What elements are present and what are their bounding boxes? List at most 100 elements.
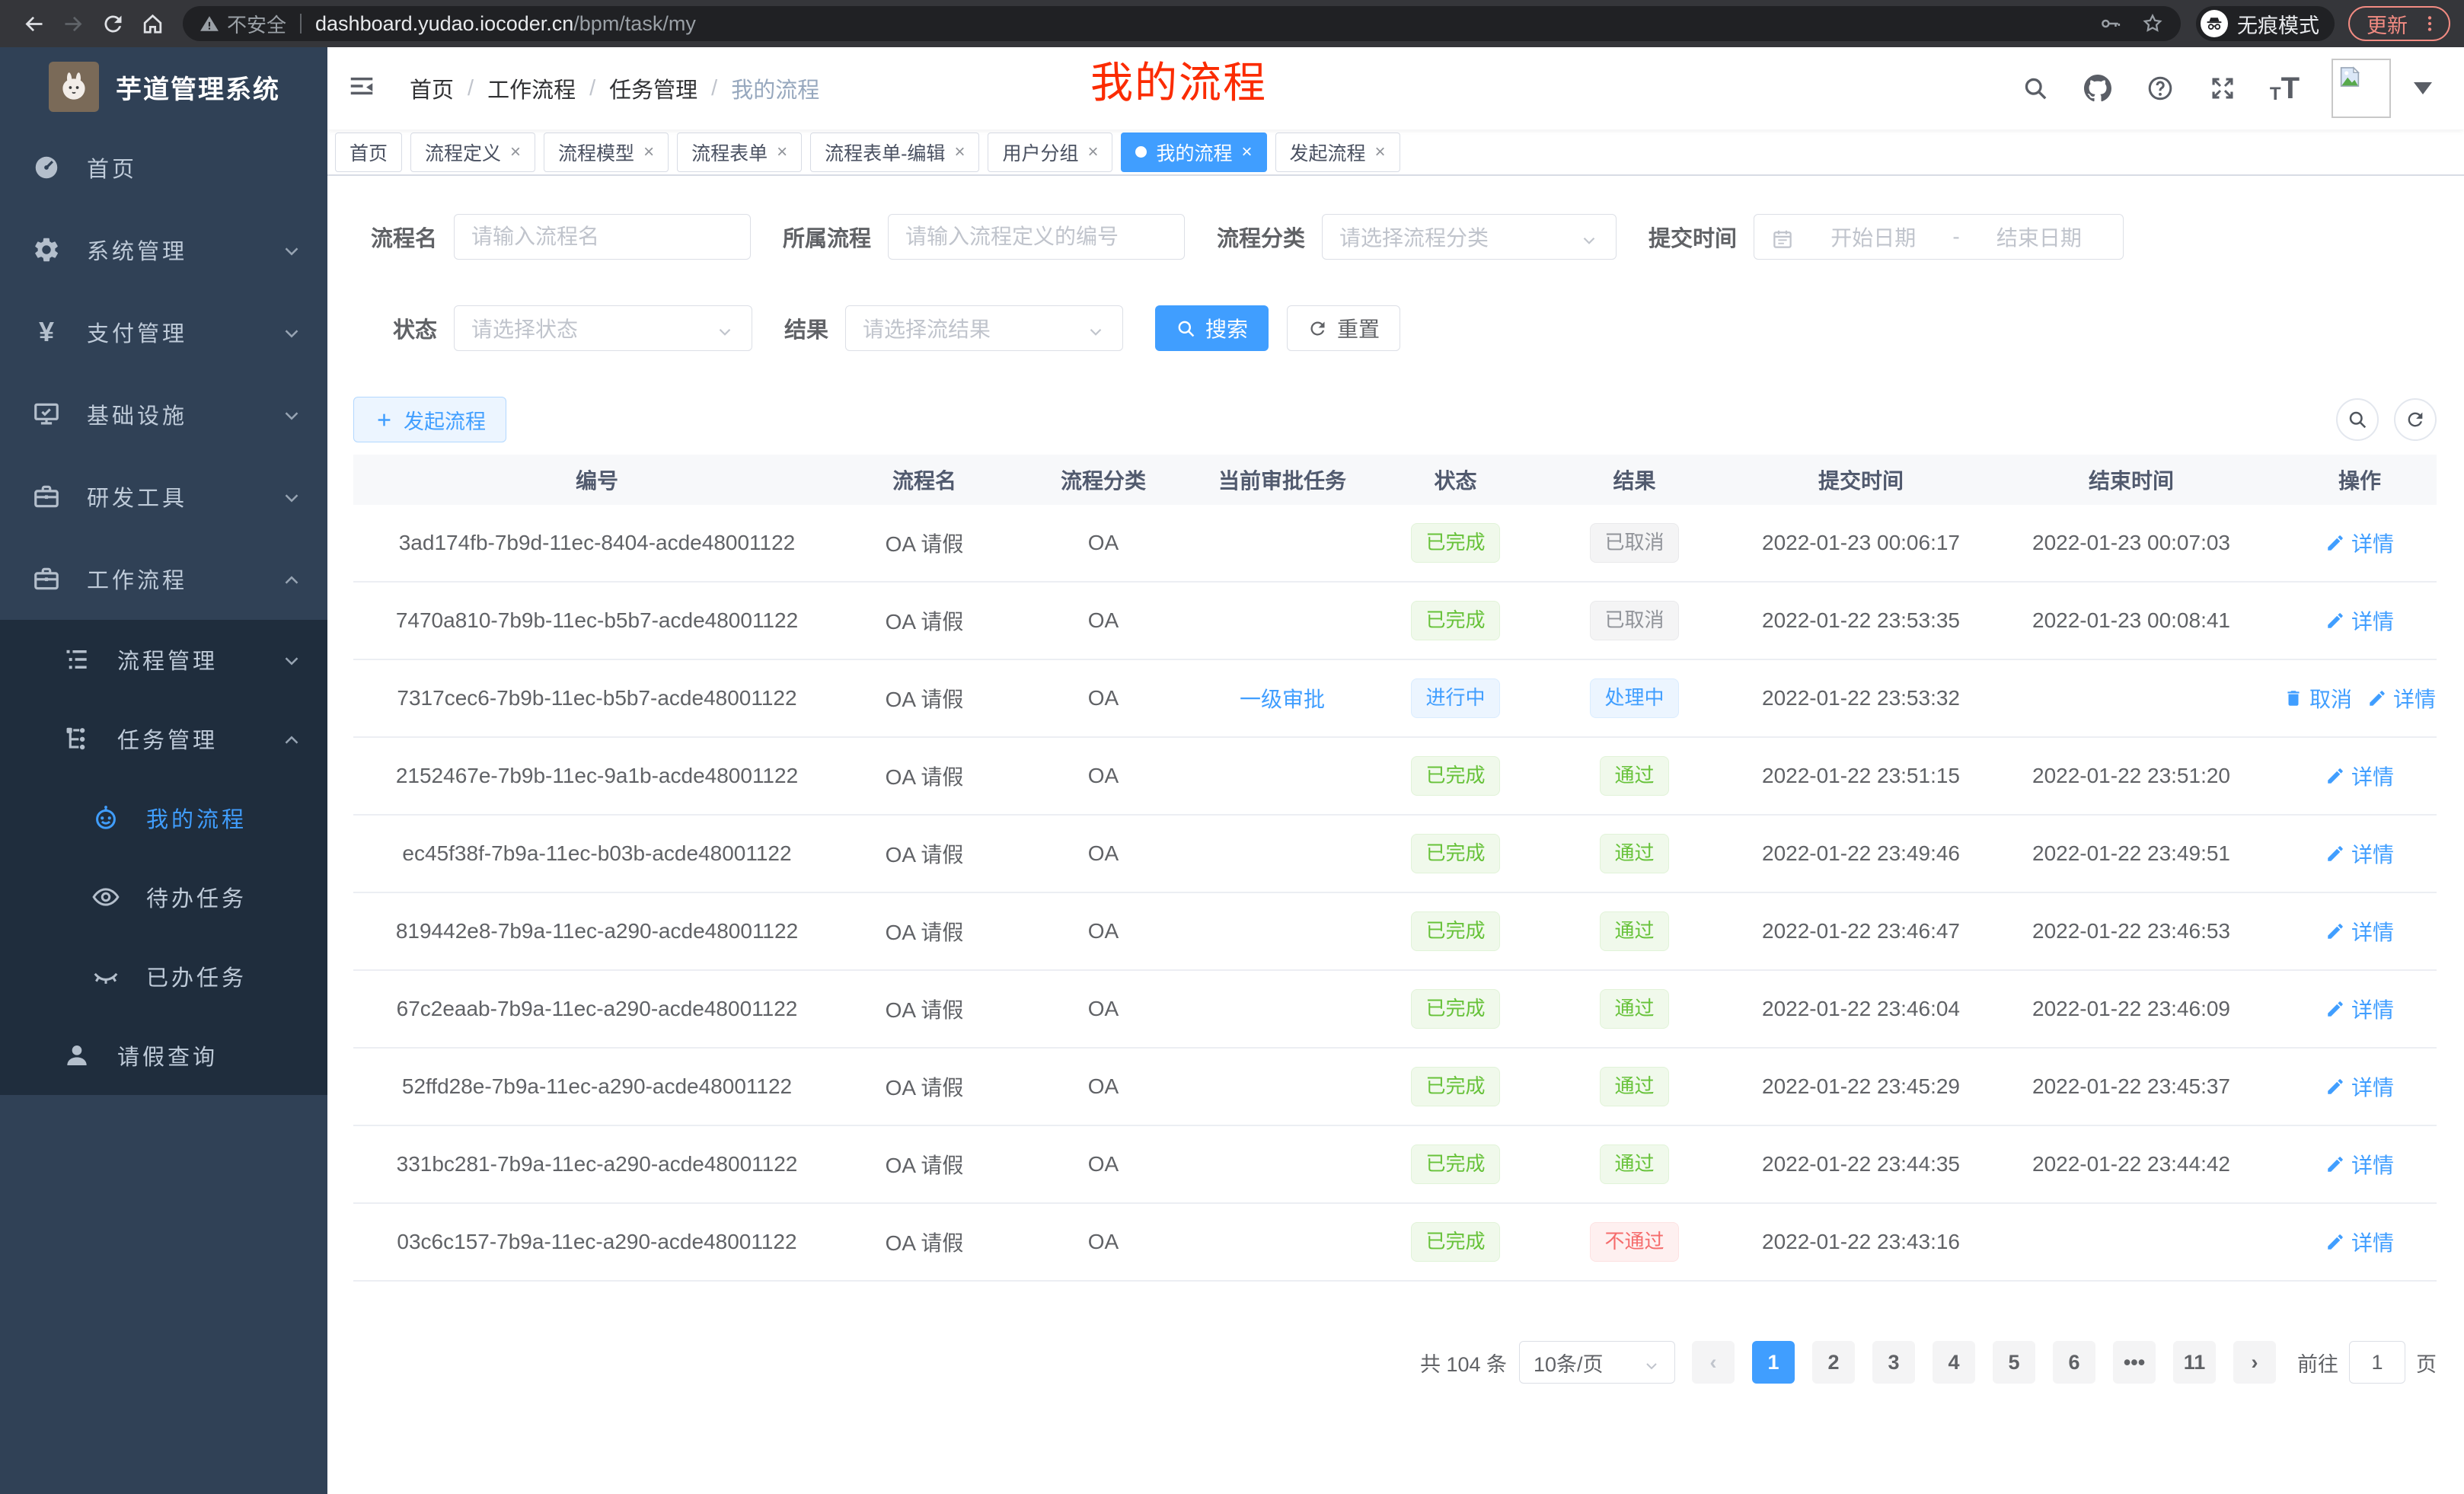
sidebar-item-infrastructure[interactable]: 基础设施 xyxy=(0,373,327,455)
breadcrumb-workflow[interactable]: 工作流程 xyxy=(487,78,576,103)
avatar[interactable] xyxy=(2332,59,2391,118)
filter-row-1: 流程名 所属流程 流程分类 请选择流程分类 提交时间 开始日期 - 结束日期 xyxy=(353,214,2437,260)
reset-button[interactable]: 重置 xyxy=(1287,305,1401,351)
refresh-table-button[interactable] xyxy=(2394,398,2437,441)
bookmark-star-icon[interactable] xyxy=(2141,12,2164,35)
cell-category: OA xyxy=(1087,686,1119,710)
close-icon[interactable]: × xyxy=(510,141,522,162)
start-date-placeholder[interactable]: 开始日期 xyxy=(1830,226,1917,250)
browser-menu-dots-icon[interactable] xyxy=(2420,14,2440,34)
goto-page-input[interactable] xyxy=(2349,1341,2405,1384)
sidebar-item-dev-tools[interactable]: 研发工具 xyxy=(0,455,327,538)
chevron-down-icon xyxy=(280,321,303,343)
sidebar-item-todo-tasks[interactable]: 待办任务 xyxy=(0,857,327,937)
sidebar-item-my-process[interactable]: 我的流程 xyxy=(0,778,327,857)
detail-link[interactable]: 详情 xyxy=(2325,1149,2394,1180)
sidebar-item-leave-query[interactable]: 请假查询 xyxy=(0,1016,327,1095)
process-definition-input[interactable] xyxy=(888,214,1186,260)
tab-my-process[interactable]: 我的流程 × xyxy=(1121,132,1267,172)
not-secure-indicator[interactable]: 不安全 xyxy=(199,10,286,38)
password-key-icon[interactable] xyxy=(2099,12,2121,35)
tab-process-form[interactable]: 流程表单 × xyxy=(677,132,803,172)
search-icon[interactable] xyxy=(2020,73,2051,104)
page-button-1[interactable]: 1 xyxy=(1752,1341,1795,1384)
sidebar-item-payment[interactable]: ¥ 支付管理 xyxy=(0,291,327,373)
browser-forward-button[interactable] xyxy=(53,4,93,43)
page-button-5[interactable]: 5 xyxy=(1993,1341,2035,1384)
fullscreen-icon[interactable] xyxy=(2207,73,2238,104)
detail-link[interactable]: 详情 xyxy=(2367,683,2436,713)
tab-start-process[interactable]: 发起流程 × xyxy=(1275,132,1400,172)
submit-time-range-picker[interactable]: 开始日期 - 结束日期 xyxy=(1754,214,2124,260)
search-button[interactable]: 搜索 xyxy=(1155,305,1269,351)
page-size-select[interactable]: 10条/页 xyxy=(1519,1341,1675,1384)
detail-link[interactable]: 详情 xyxy=(2325,994,2394,1024)
create-process-button[interactable]: 发起流程 xyxy=(353,397,506,442)
process-definition-label: 所属流程 xyxy=(783,227,872,251)
result-select[interactable]: 请选择流结果 xyxy=(845,305,1124,351)
browser-update-button[interactable]: 更新 xyxy=(2348,6,2450,41)
detail-link[interactable]: 详情 xyxy=(2325,528,2394,558)
monitor-icon xyxy=(32,400,61,429)
github-icon[interactable] xyxy=(2083,73,2113,104)
detail-link[interactable]: 详情 xyxy=(2325,605,2394,636)
current-task-link[interactable]: 一级审批 xyxy=(1239,688,1325,711)
page-button-4[interactable]: 4 xyxy=(1933,1341,1975,1384)
show-search-toggle-button[interactable] xyxy=(2336,398,2379,441)
result-badge: 通过 xyxy=(1600,911,1669,951)
sidebar-fold-icon[interactable] xyxy=(347,72,381,105)
close-icon[interactable]: × xyxy=(643,141,655,162)
detail-link[interactable]: 详情 xyxy=(2325,916,2394,947)
page-button-6[interactable]: 6 xyxy=(2053,1341,2095,1384)
detail-link[interactable]: 详情 xyxy=(2325,761,2394,791)
tab-process-form-edit[interactable]: 流程表单-编辑 × xyxy=(810,132,980,172)
tab-process-definition[interactable]: 流程定义 × xyxy=(410,132,536,172)
breadcrumb-home[interactable]: 首页 xyxy=(410,78,455,103)
tab-user-group[interactable]: 用户分组 × xyxy=(988,132,1113,172)
status-badge: 已完成 xyxy=(1411,1222,1500,1262)
close-icon[interactable]: × xyxy=(777,141,788,162)
sidebar-item-done-tasks[interactable]: 已办任务 xyxy=(0,937,327,1016)
sidebar-item-process-management[interactable]: 流程管理 xyxy=(0,620,327,699)
end-date-placeholder[interactable]: 结束日期 xyxy=(1996,226,2082,250)
detail-link[interactable]: 详情 xyxy=(2325,838,2394,869)
breadcrumb-task-management[interactable]: 任务管理 xyxy=(609,78,698,103)
page-button-3[interactable]: 3 xyxy=(1872,1341,1915,1384)
tab-home[interactable]: 首页 xyxy=(335,132,403,172)
page-ellipsis-button[interactable]: ••• xyxy=(2113,1341,2156,1384)
detail-link[interactable]: 详情 xyxy=(2325,1227,2394,1257)
page-button-11[interactable]: 11 xyxy=(2173,1341,2216,1384)
close-icon[interactable]: × xyxy=(954,141,965,162)
cell-name: OA 请假 xyxy=(885,532,964,556)
tab-process-model[interactable]: 流程模型 × xyxy=(544,132,669,172)
browser-reload-button[interactable] xyxy=(93,4,132,43)
help-icon[interactable] xyxy=(2145,73,2175,104)
process-name-input[interactable] xyxy=(454,214,751,260)
prev-page-button[interactable]: ‹ xyxy=(1692,1341,1735,1384)
sidebar-item-task-management[interactable]: 任务管理 xyxy=(0,699,327,778)
cancel-link[interactable]: 取消 xyxy=(2284,683,2352,713)
browser-back-button[interactable] xyxy=(14,4,53,43)
detail-link[interactable]: 详情 xyxy=(2325,1071,2394,1102)
next-page-button[interactable]: › xyxy=(2233,1341,2276,1384)
sidebar-item-system[interactable]: 系统管理 xyxy=(0,209,327,291)
close-icon[interactable]: × xyxy=(1241,141,1253,162)
process-category-select[interactable]: 请选择流程分类 xyxy=(1322,214,1617,260)
breadcrumb-current: 我的流程 xyxy=(731,78,820,103)
cell-category: OA xyxy=(1087,1230,1119,1253)
status-select[interactable]: 请选择状态 xyxy=(454,305,752,351)
edit-icon xyxy=(2367,688,2387,708)
address-bar[interactable]: 不安全 dashboard.yudao.iocoder.cn/bpm/task/… xyxy=(183,6,2181,41)
result-badge: 已取消 xyxy=(1590,523,1679,563)
close-icon[interactable]: × xyxy=(1374,141,1386,162)
cell-id: 331bc281-7b9a-11ec-a290-acde48001122 xyxy=(396,1152,798,1176)
page-unit-label: 页 xyxy=(2416,1352,2437,1376)
breadcrumb: 首页 / 工作流程 / 任务管理 / 我的流程 xyxy=(410,72,819,104)
page-button-2[interactable]: 2 xyxy=(1812,1341,1855,1384)
sidebar-item-workflow[interactable]: 工作流程 xyxy=(0,538,327,620)
avatar-caret-down-icon[interactable] xyxy=(2414,82,2432,94)
sidebar-item-home[interactable]: 首页 xyxy=(0,126,327,209)
close-icon[interactable]: × xyxy=(1087,141,1099,162)
browser-home-button[interactable] xyxy=(132,4,172,43)
